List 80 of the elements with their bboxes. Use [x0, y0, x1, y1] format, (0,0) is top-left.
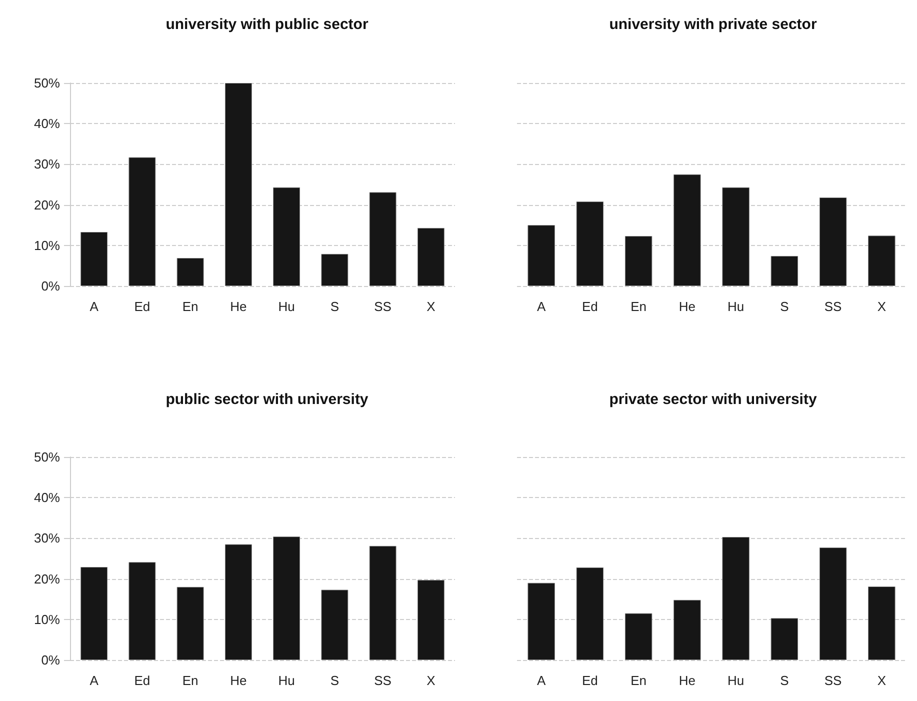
bar — [674, 600, 701, 660]
x-tick-label: SS — [374, 299, 392, 314]
bar — [722, 187, 750, 286]
x-tick-label: En — [630, 673, 647, 688]
chart-title: university with private sector — [609, 16, 817, 33]
y-tick-label: 10% — [34, 612, 60, 627]
bar — [273, 536, 300, 660]
x-tick-label: Hu — [278, 299, 295, 314]
bar — [176, 586, 204, 660]
y-tick-label: 0% — [41, 652, 60, 668]
chart-title: private sector with university — [609, 391, 818, 408]
y-tick-label: 50% — [34, 76, 60, 90]
bar — [576, 202, 604, 286]
x-tick-label: Ed — [134, 299, 150, 314]
x-tick-label: X — [877, 673, 886, 688]
x-tick-label: En — [182, 299, 198, 314]
x-tick-label: He — [678, 299, 696, 314]
bar — [128, 157, 156, 286]
x-tick-label: A — [90, 673, 99, 688]
y-tick-label: 40% — [34, 490, 60, 506]
x-tick-label: S — [780, 299, 790, 314]
x-tick-label: He — [230, 673, 247, 688]
bar — [868, 236, 896, 286]
x-tick-label: Ed — [582, 673, 598, 688]
bar — [624, 236, 652, 286]
bar — [321, 254, 348, 286]
x-tick-label: Ed — [582, 299, 598, 314]
bar — [528, 225, 555, 286]
bar — [80, 232, 108, 286]
bar — [273, 187, 300, 286]
x-tick-label: He — [230, 299, 247, 314]
chart-title: university with public sector — [166, 16, 368, 33]
bar — [417, 580, 444, 660]
x-tick-label: X — [877, 299, 886, 314]
chart-title: public sector with university — [166, 391, 369, 408]
y-tick-label: 40% — [34, 116, 60, 132]
y-tick-label: 50% — [34, 450, 60, 464]
bar — [80, 567, 108, 660]
bar — [868, 586, 896, 660]
x-tick-label: S — [330, 673, 340, 688]
bar — [321, 590, 348, 660]
x-tick-label: En — [630, 299, 647, 314]
bar — [819, 197, 847, 286]
bar — [674, 174, 701, 286]
x-tick-label: S — [330, 299, 340, 314]
x-tick-label: X — [426, 299, 436, 314]
y-tick-label: 30% — [34, 156, 60, 172]
y-tick-label: 30% — [34, 530, 60, 546]
x-tick-label: Hu — [728, 673, 744, 688]
bar — [128, 562, 156, 660]
bar — [528, 582, 555, 660]
x-tick-label: SS — [374, 673, 392, 688]
bar — [624, 613, 652, 660]
bar — [176, 258, 204, 286]
y-tick-label: 10% — [34, 238, 60, 253]
x-tick-label: SS — [824, 673, 842, 688]
x-tick-label: Ed — [134, 673, 150, 688]
x-tick-label: A — [536, 673, 546, 688]
x-tick-label: En — [182, 673, 198, 688]
y-tick-label: 20% — [34, 197, 60, 212]
bar — [770, 618, 798, 660]
bar — [722, 536, 750, 660]
x-tick-label: A — [90, 299, 99, 314]
bar — [770, 256, 798, 286]
x-tick-label: S — [780, 673, 790, 688]
bar — [369, 546, 396, 660]
bar — [224, 544, 252, 660]
x-tick-label: A — [536, 299, 546, 314]
x-tick-label: X — [426, 673, 436, 688]
x-tick-label: SS — [824, 299, 842, 314]
x-tick-label: Hu — [728, 299, 744, 314]
bar — [417, 228, 444, 286]
x-tick-label: Hu — [278, 673, 295, 688]
x-tick-label: He — [678, 673, 696, 688]
y-tick-label: 20% — [34, 571, 60, 586]
bar — [369, 192, 396, 286]
y-tick-label: 0% — [41, 278, 60, 294]
bar — [224, 83, 252, 286]
bar — [819, 548, 847, 660]
bar — [576, 567, 604, 660]
